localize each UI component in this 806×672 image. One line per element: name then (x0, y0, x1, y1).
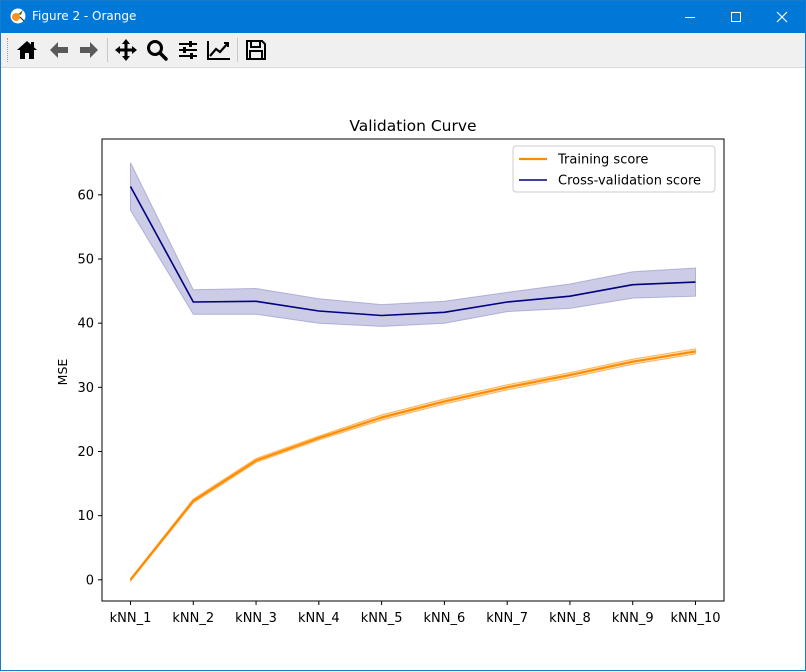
close-icon (776, 11, 788, 23)
configure-subplots-button[interactable] (174, 36, 202, 64)
floppy-disk-icon (244, 38, 268, 62)
y-tick-label: 40 (77, 317, 94, 332)
plot-area: kNN_1 kNN_2 kNN_3 kNN_4 kNN_5 kNN_6 kNN_7 kNN_8… (77, 163, 720, 626)
edit-axes-button[interactable] (205, 36, 233, 64)
y-tick-label: 30 (77, 381, 94, 396)
series-line-1 (131, 351, 696, 579)
home-icon (15, 38, 39, 62)
maximize-icon (730, 11, 742, 23)
y-axis-label: MSE (55, 359, 70, 386)
toolbar-separator (237, 38, 238, 62)
y-tick-label: 60 (77, 188, 94, 203)
x-tick-label: kNN_7 (486, 611, 528, 626)
toolbar-separator (107, 38, 108, 62)
x-tick-label: kNN_5 (361, 611, 403, 626)
title-bar[interactable]: Figure 2 - Orange (1, 1, 805, 33)
maximize-button[interactable] (713, 1, 759, 33)
pan-button[interactable] (112, 36, 140, 64)
legend-label: Cross-validation score (558, 174, 701, 189)
save-button[interactable] (242, 36, 270, 64)
window-title: Figure 2 - Orange (32, 9, 136, 23)
arrow-right-icon (77, 38, 101, 62)
x-tick-label: kNN_1 (110, 611, 152, 626)
zoom-button[interactable] (143, 36, 171, 64)
back-button[interactable] (45, 36, 73, 64)
y-tick-label: 50 (77, 252, 94, 267)
series-band-1 (131, 349, 696, 581)
minimize-icon (684, 11, 696, 23)
y-tick-label: 0 (86, 573, 94, 588)
sliders-icon (176, 38, 200, 62)
arrow-left-icon (47, 38, 71, 62)
x-tick-label: kNN_3 (235, 611, 277, 626)
close-button[interactable] (759, 1, 805, 33)
x-tick-label: kNN_2 (172, 611, 214, 626)
navigation-toolbar (1, 33, 805, 68)
y-tick-label: 20 (77, 445, 94, 460)
x-tick-label: kNN_9 (612, 611, 654, 626)
y-tick-label: 10 (77, 509, 94, 524)
legend: Training score Cross-validation score (513, 146, 715, 192)
magnifier-icon (145, 38, 169, 62)
axes-frame (102, 139, 724, 601)
x-tick-label: kNN_10 (670, 611, 720, 626)
minimize-button[interactable] (667, 1, 713, 33)
legend-label: Training score (557, 153, 648, 168)
x-tick-label: kNN_4 (298, 611, 340, 626)
chart-title: Validation Curve (349, 117, 476, 135)
x-tick-label: kNN_6 (424, 611, 466, 626)
toolbar-grip (7, 38, 10, 62)
move-icon (114, 38, 138, 62)
home-button[interactable] (13, 36, 41, 64)
line-chart-icon (206, 38, 232, 62)
orange-app-icon (10, 8, 26, 24)
forward-button[interactable] (75, 36, 103, 64)
x-tick-label: kNN_8 (549, 611, 591, 626)
